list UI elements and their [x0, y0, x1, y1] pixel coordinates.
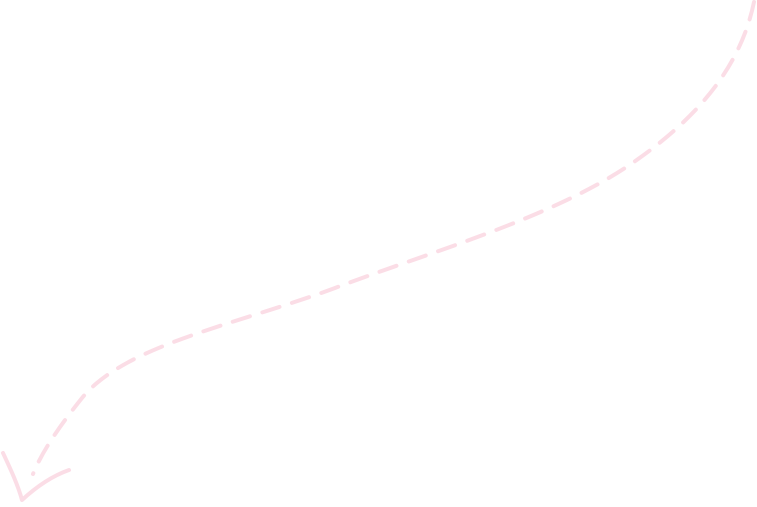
arrow-head [1, 451, 71, 502]
dashed-curve [31, 0, 756, 476]
